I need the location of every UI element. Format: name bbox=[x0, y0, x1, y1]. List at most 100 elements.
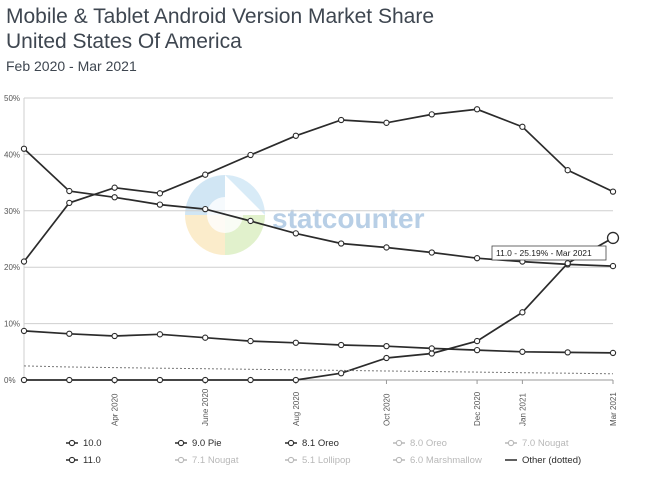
data-point[interactable] bbox=[609, 349, 617, 357]
series-line bbox=[23, 108, 614, 263]
legend-swatch-marker[interactable] bbox=[287, 456, 295, 464]
date-range: Feb 2020 - Mar 2021 bbox=[6, 58, 137, 74]
legend-swatch-marker[interactable] bbox=[507, 439, 515, 447]
legend-label[interactable]: 5.1 Lollipop bbox=[302, 455, 351, 466]
data-point[interactable] bbox=[473, 337, 481, 345]
legend-swatch-marker[interactable] bbox=[395, 456, 403, 464]
watermark-text: statcounter bbox=[272, 203, 425, 234]
data-point[interactable] bbox=[202, 334, 209, 341]
data-point[interactable] bbox=[247, 217, 254, 225]
x-tick-label: Mar 2021 bbox=[609, 392, 618, 426]
data-point[interactable] bbox=[66, 376, 73, 384]
data-point[interactable] bbox=[609, 262, 617, 270]
data-point[interactable] bbox=[519, 123, 526, 130]
data-point[interactable] bbox=[292, 339, 299, 346]
data-point[interactable] bbox=[66, 330, 73, 337]
data-point[interactable] bbox=[247, 376, 254, 384]
data-point[interactable] bbox=[428, 249, 435, 256]
data-point[interactable] bbox=[564, 349, 571, 356]
data-point[interactable] bbox=[111, 332, 118, 340]
y-tick-label: 40% bbox=[4, 150, 20, 159]
y-tick-label: 50% bbox=[4, 94, 20, 103]
data-point[interactable] bbox=[428, 111, 435, 118]
data-point[interactable] bbox=[338, 370, 345, 377]
series-line bbox=[23, 330, 614, 354]
legend-swatch-marker[interactable] bbox=[68, 456, 76, 464]
data-point[interactable] bbox=[428, 345, 435, 352]
y-tick-label: 10% bbox=[4, 320, 20, 329]
series-line bbox=[24, 237, 614, 381]
y-tick-label: 20% bbox=[4, 263, 20, 272]
data-point[interactable] bbox=[519, 348, 526, 355]
data-point[interactable] bbox=[292, 376, 299, 384]
data-point[interactable] bbox=[247, 337, 254, 345]
y-tick-label: 0% bbox=[4, 376, 16, 385]
legend-label[interactable]: Other (dotted) bbox=[522, 455, 581, 466]
x-tick-label: Apr 2020 bbox=[111, 393, 120, 426]
x-tick-label: Aug 2020 bbox=[292, 391, 301, 426]
tooltip-box bbox=[491, 245, 607, 261]
data-point[interactable] bbox=[111, 194, 118, 201]
legend-swatch-marker[interactable] bbox=[395, 439, 403, 447]
chart-title: Mobile & Tablet Android Version Market S… bbox=[6, 5, 435, 28]
data-point[interactable] bbox=[20, 376, 28, 384]
data-point[interactable] bbox=[383, 343, 390, 350]
y-tick-label: 30% bbox=[4, 207, 20, 216]
data-point[interactable] bbox=[428, 350, 435, 357]
chart-subtitle: United States Of America bbox=[6, 30, 242, 53]
legend-label[interactable]: 8.0 Oreo bbox=[410, 438, 447, 449]
data-point[interactable] bbox=[338, 240, 345, 247]
data-point[interactable] bbox=[202, 171, 209, 178]
legend-label[interactable]: 7.0 Nougat bbox=[522, 438, 569, 449]
legend-swatch-marker[interactable] bbox=[68, 439, 76, 447]
data-point[interactable] bbox=[292, 132, 299, 139]
legend-swatch-marker[interactable] bbox=[177, 456, 185, 464]
data-point[interactable] bbox=[66, 187, 73, 195]
series-line bbox=[23, 148, 614, 267]
tooltip-text: 11.0 - 25.19% - Mar 2021 bbox=[496, 248, 592, 258]
legend-label[interactable]: 9.0 Pie bbox=[192, 438, 222, 449]
legend-label[interactable]: 10.0 bbox=[83, 438, 102, 449]
x-tick-label: Jan 2021 bbox=[518, 393, 527, 426]
data-point[interactable] bbox=[20, 258, 28, 265]
data-point[interactable] bbox=[383, 354, 390, 362]
series-line bbox=[23, 365, 614, 375]
watermark-logo-segment bbox=[225, 175, 265, 215]
x-tick-label: Dec 2020 bbox=[473, 391, 482, 426]
data-point[interactable] bbox=[338, 116, 345, 124]
x-tick-label: Oct 2020 bbox=[382, 393, 391, 426]
data-point[interactable] bbox=[473, 106, 481, 113]
legend-label[interactable]: 8.1 Oreo bbox=[302, 438, 339, 449]
data-point[interactable] bbox=[20, 145, 28, 152]
legend-swatch-marker[interactable] bbox=[287, 439, 295, 447]
data-point[interactable] bbox=[202, 376, 209, 384]
highlight-point[interactable] bbox=[606, 231, 620, 245]
data-point[interactable] bbox=[156, 376, 164, 384]
chart-header: Mobile & Tablet Android Version Market S… bbox=[6, 4, 434, 74]
legend-swatch-marker[interactable] bbox=[177, 439, 185, 447]
data-point[interactable] bbox=[156, 190, 164, 197]
data-point[interactable] bbox=[338, 341, 345, 349]
x-tick-label: June 2020 bbox=[201, 388, 210, 426]
data-point[interactable] bbox=[111, 376, 118, 384]
data-point[interactable] bbox=[20, 327, 28, 335]
data-point[interactable] bbox=[247, 151, 254, 159]
data-point[interactable] bbox=[609, 188, 617, 195]
legend-label[interactable]: 11.0 bbox=[83, 455, 101, 466]
data-point[interactable] bbox=[519, 309, 526, 316]
legend-label[interactable]: 6.0 Marshmallow bbox=[410, 455, 482, 466]
data-point[interactable] bbox=[156, 331, 164, 338]
data-point[interactable] bbox=[473, 255, 481, 262]
data-point[interactable] bbox=[383, 244, 390, 251]
data-point[interactable] bbox=[564, 167, 571, 174]
data-point[interactable] bbox=[473, 346, 481, 354]
data-point[interactable] bbox=[156, 201, 164, 208]
data-point[interactable] bbox=[111, 184, 118, 191]
data-point[interactable] bbox=[383, 119, 390, 126]
legend-label[interactable]: 7.1 Nougat bbox=[192, 455, 239, 466]
data-point[interactable] bbox=[202, 205, 209, 213]
data-point[interactable] bbox=[66, 199, 73, 207]
data-point[interactable] bbox=[292, 230, 299, 237]
data-point[interactable] bbox=[564, 260, 571, 267]
